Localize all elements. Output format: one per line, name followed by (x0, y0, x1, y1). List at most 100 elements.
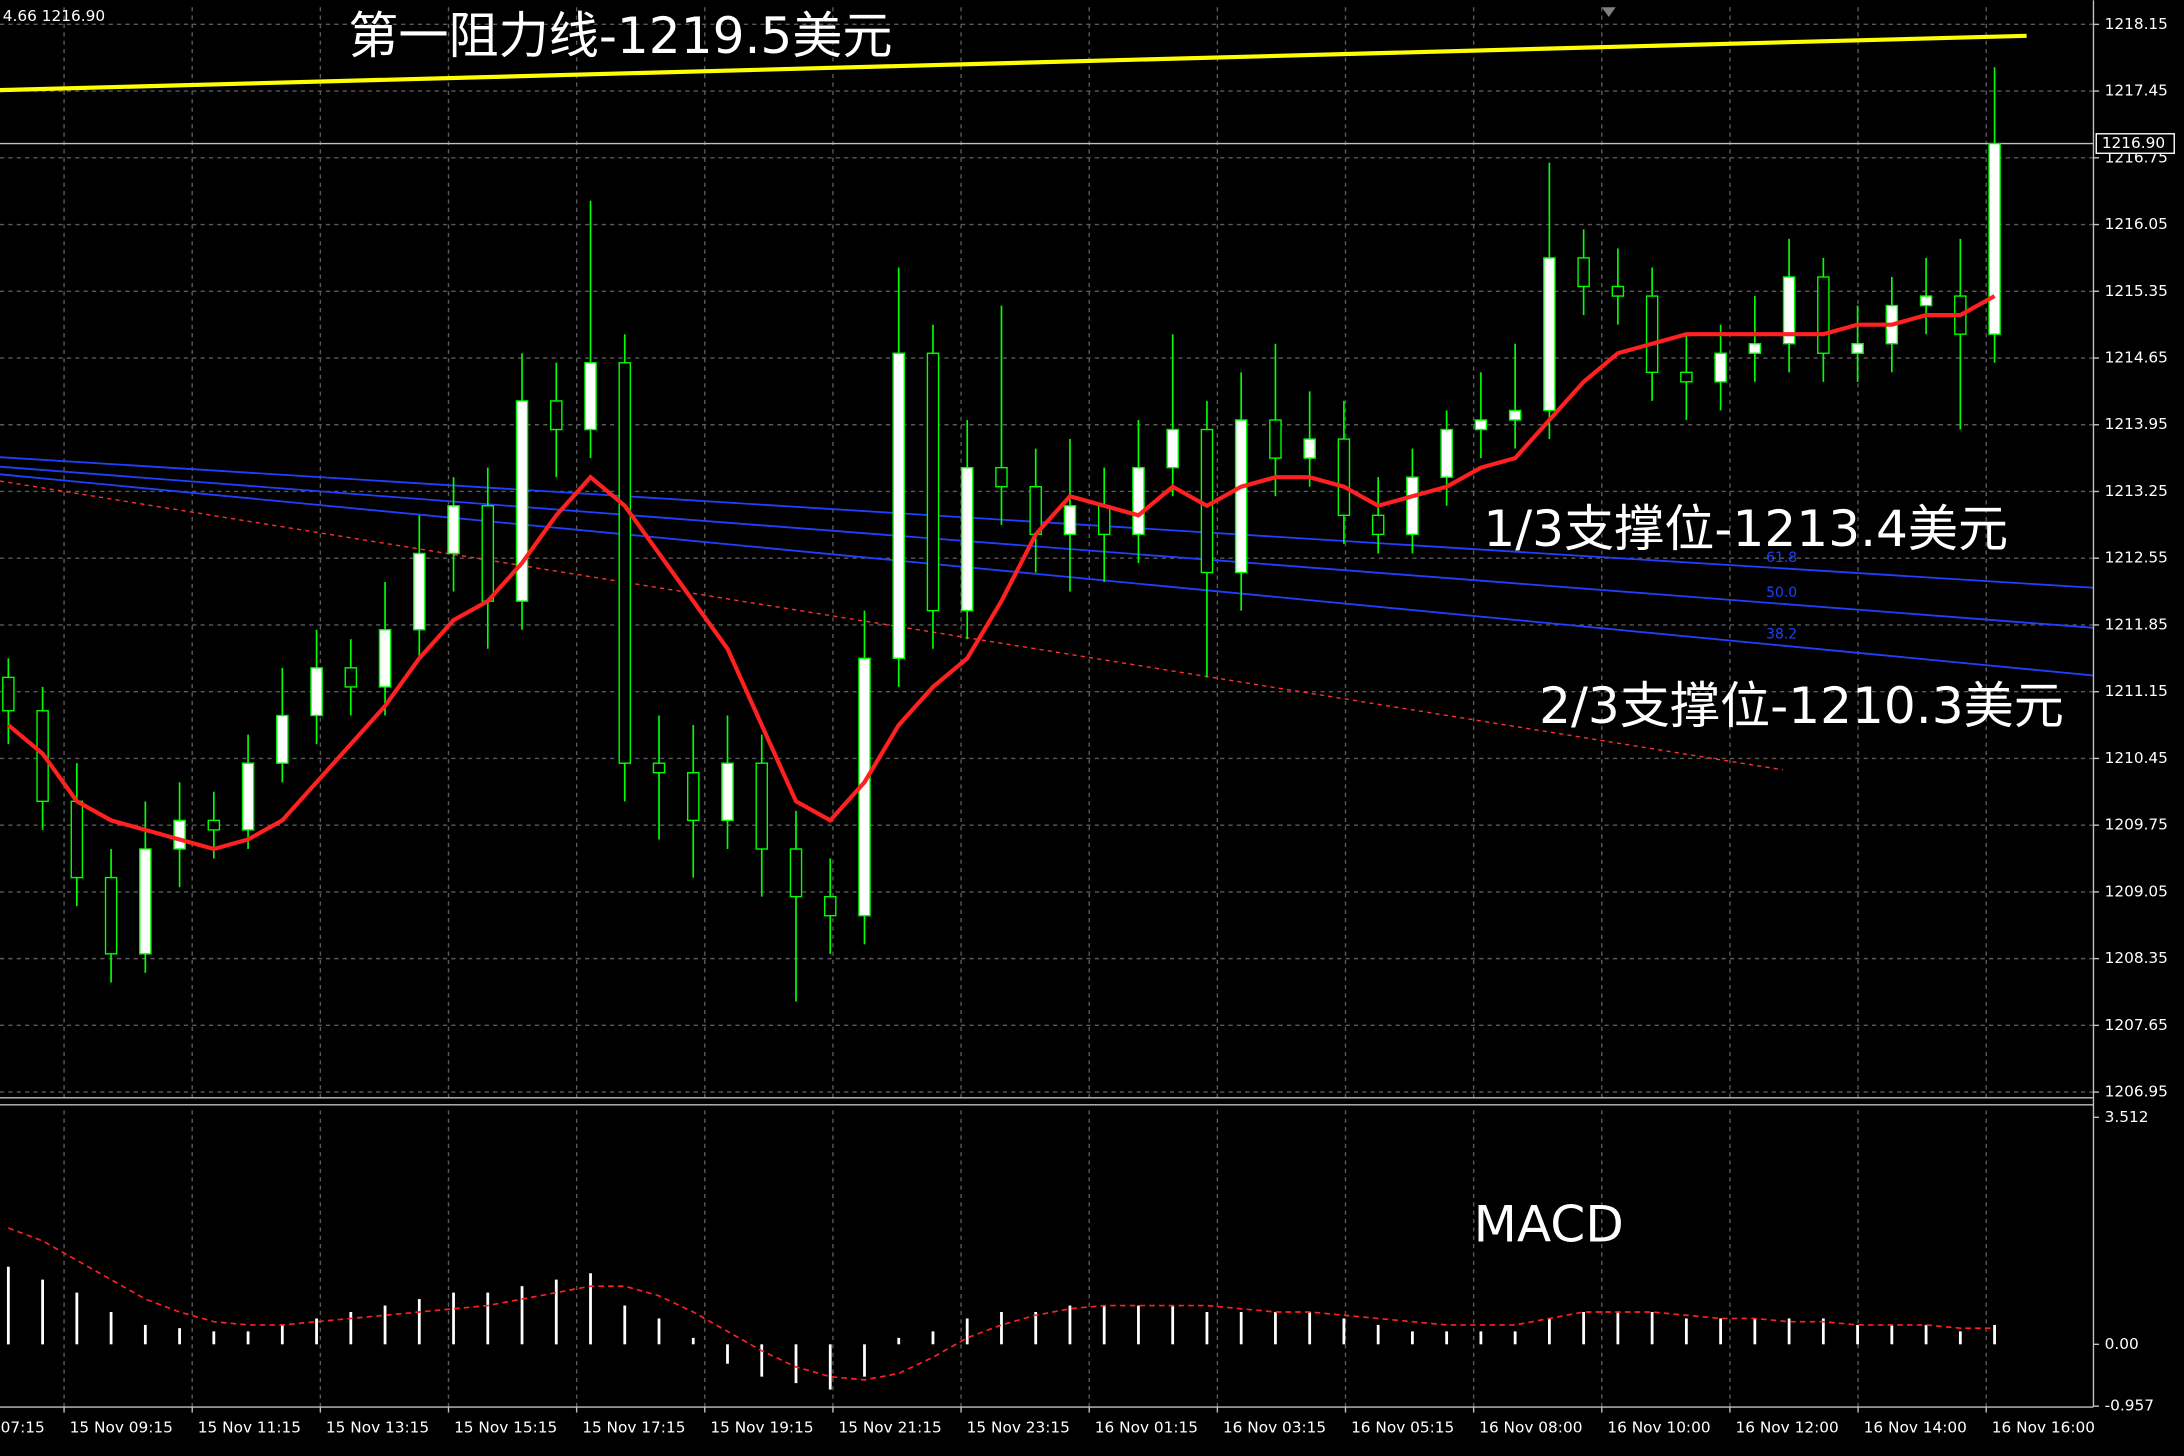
x-tick-label: 16 Nov 10:00 (1607, 1418, 1710, 1436)
y-tick-label: 1209.75 (2105, 816, 2168, 834)
candle-body (1988, 142, 2001, 335)
candle-body (1200, 428, 1214, 574)
fib-line (0, 473, 2094, 677)
candle-body (104, 876, 118, 955)
corner-label: 4.66 1216.90 (3, 7, 105, 25)
candle-body (1508, 409, 1522, 421)
candle-body (1234, 419, 1248, 574)
candle-body (310, 667, 323, 717)
y-tick-label: 1213.95 (2105, 415, 2168, 433)
candle-body (823, 895, 837, 917)
candle-body (1303, 438, 1316, 459)
y-tick-label: 1208.35 (2105, 949, 2168, 967)
candle-body (926, 352, 940, 612)
x-tick-label: 15 Nov 09:15 (70, 1418, 173, 1436)
candle-body (70, 800, 84, 879)
x-tick-label: 16 Nov 16:00 (1992, 1418, 2095, 1436)
candle-body (892, 352, 905, 660)
candle-body (1919, 295, 1933, 307)
candle-body (1851, 343, 1864, 354)
candle-body (789, 848, 803, 898)
candle-body (618, 362, 632, 764)
x-tick-label: 15 Nov 15:15 (454, 1418, 557, 1436)
candle-body (173, 819, 186, 850)
candle-body (995, 466, 1008, 488)
candle-body (241, 762, 255, 831)
candle-body (2, 676, 15, 712)
candle-body (1611, 285, 1625, 297)
y-tick-label: 1211.15 (2105, 682, 2168, 700)
candle-body (344, 667, 358, 688)
fib-line (0, 465, 2094, 629)
candle-body (686, 772, 700, 822)
annotation: 1/3支撑位-1213.4美元 (1483, 499, 2008, 558)
x-tick-label: 16 Nov 03:15 (1223, 1418, 1326, 1436)
candle-body (1817, 276, 1830, 354)
candle-body (550, 400, 563, 431)
marks: 1216.90 61.8 50.0 38.2 (0, 33, 2175, 1390)
y-tick-label: 1217.45 (2105, 82, 2168, 100)
candle-body (515, 400, 529, 602)
x-tick-label: 15 Nov 23:15 (967, 1418, 1070, 1436)
candle-body (1474, 419, 1488, 431)
fib-label: 50.0 (1766, 585, 1797, 601)
x-tick-label: 16 Nov 01:15 (1095, 1418, 1198, 1436)
panel-title: MACD (1474, 1194, 1624, 1253)
x-tick-label: 15 Nov 11:15 (198, 1418, 301, 1436)
candle-body (481, 505, 495, 602)
candle-body (960, 466, 974, 612)
y-tick-label: 1212.55 (2105, 549, 2168, 567)
x-tick-label: 16 Nov 08:00 (1479, 1418, 1582, 1436)
y-tick-label: 1214.65 (2105, 349, 2168, 367)
current-price-label: 1216.90 (2102, 134, 2165, 152)
x-tick-label: 15 Nov 07:15 (0, 1418, 45, 1436)
candle-body (1063, 505, 1077, 536)
candle-body (1097, 505, 1111, 536)
candle-body (1166, 428, 1179, 469)
y-tick-label: 1206.95 (2105, 1083, 2168, 1101)
candle-body (1371, 514, 1385, 536)
annotation: 2/3支撑位-1210.3美元 (1539, 676, 2064, 735)
candle-body (652, 762, 666, 774)
candle-body (1337, 438, 1351, 517)
x-tick-label: 16 Nov 05:15 (1351, 1418, 1454, 1436)
x-tick-label: 16 Nov 12:00 (1736, 1418, 1839, 1436)
y-tick-label: 1211.85 (2105, 615, 2168, 633)
shift-marker (1601, 7, 1616, 17)
y-tick-label: 1215.35 (2105, 282, 2168, 300)
resistance-line (0, 33, 2027, 93)
y-tick-label: 1218.15 (2105, 15, 2168, 33)
annotation: 第一阻力线-1219.5美元 (348, 6, 892, 65)
y-tick-label: 0.00 (2105, 1335, 2139, 1353)
candle-body (1645, 295, 1659, 374)
y-tick-label: 1210.45 (2105, 749, 2168, 767)
candle-body (1714, 352, 1727, 383)
candle-body (584, 362, 597, 431)
y-tick-label: 1207.65 (2105, 1016, 2168, 1034)
y-tick-label: 1216.05 (2105, 215, 2168, 233)
fib-label: 61.8 (1766, 550, 1797, 566)
candle-body (1132, 466, 1145, 536)
fib-label: 38.2 (1766, 626, 1797, 642)
candle-body (1269, 419, 1282, 459)
candle-body (1748, 343, 1762, 354)
candle-body (207, 819, 221, 831)
y-tick-label: 1209.05 (2105, 882, 2168, 900)
candle-body (447, 505, 460, 555)
candle-body (378, 629, 392, 688)
moving-average (7, 294, 1996, 852)
x-tick-label: 15 Nov 17:15 (582, 1418, 685, 1436)
candle-body (1440, 428, 1453, 478)
candle-body (139, 848, 152, 955)
candle-body (721, 762, 734, 822)
candle-body (1577, 257, 1590, 288)
y-tick-label: 1213.25 (2105, 482, 2168, 500)
current-price-box (2095, 133, 2175, 154)
x-tick-label: 15 Nov 13:15 (326, 1418, 429, 1436)
candle-body (276, 714, 289, 764)
x-tick-label: 16 Nov 14:00 (1864, 1418, 1967, 1436)
candle-body (1406, 476, 1419, 536)
candle-body (1680, 371, 1693, 383)
trend-line (0, 480, 1783, 771)
